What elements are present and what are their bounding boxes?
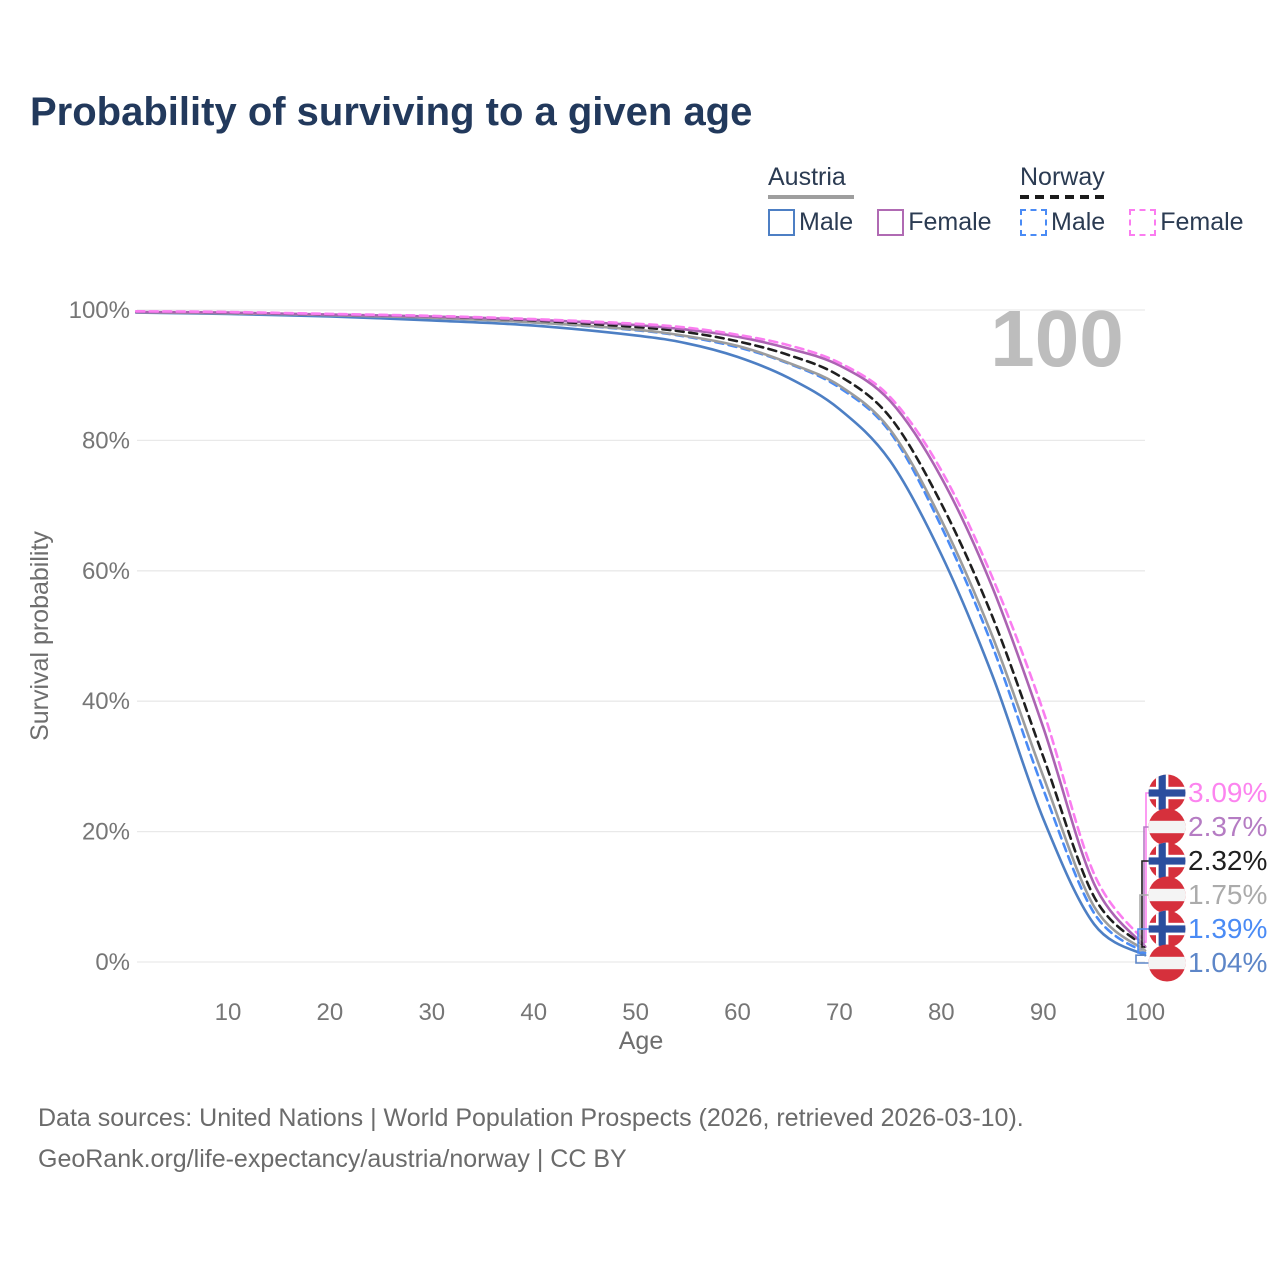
label-connector-norway-female <box>1145 792 1150 943</box>
x-tick-30: 30 <box>418 999 445 1026</box>
line-norway-male[interactable] <box>135 310 1147 955</box>
y-tick-100%: 100% <box>69 297 130 324</box>
legend-label: Male <box>1051 208 1106 236</box>
x-tick-80: 80 <box>928 999 955 1026</box>
line-austria-female[interactable] <box>135 310 1147 948</box>
line-norway-female[interactable] <box>135 310 1147 944</box>
legend-group-austria: Austria Male Female <box>768 163 992 237</box>
legend-item-norway-male[interactable]: Male <box>1020 208 1105 237</box>
norway-female-swatch <box>1129 209 1157 236</box>
y-tick-60%: 60% <box>82 558 130 585</box>
norway-flag-icon <box>1148 774 1186 812</box>
x-tick-60: 60 <box>724 999 751 1026</box>
data-sources-footer: Data sources: United Nations | World Pop… <box>38 1098 1024 1180</box>
line-austria-male[interactable] <box>135 311 1147 957</box>
legend-item-norway-female[interactable]: Female <box>1129 208 1244 237</box>
line-norway-both[interactable] <box>135 310 1147 949</box>
end-value-norway-female[interactable]: 3.09% <box>1188 777 1267 808</box>
legend-country-norway[interactable]: Norway <box>1020 163 1105 191</box>
line-austria-both[interactable] <box>135 311 1147 952</box>
x-tick-40: 40 <box>520 999 547 1026</box>
austria-flag-icon <box>1148 876 1186 914</box>
y-tick-20%: 20% <box>82 819 130 846</box>
label-connector-norway-both <box>1141 860 1150 948</box>
norway-male-swatch <box>1020 209 1047 236</box>
legend-label: Female <box>908 208 992 236</box>
y-tick-0%: 0% <box>95 949 130 976</box>
x-tick-10: 10 <box>215 999 242 1026</box>
page-title: Probability of surviving to a given age <box>30 90 753 134</box>
end-value-austria-female[interactable]: 2.37% <box>1188 811 1267 842</box>
legend-item-austria-female[interactable]: Female <box>877 208 992 237</box>
data-sources-line: Data sources: United Nations | World Pop… <box>38 1104 1024 1132</box>
label-connector-austria-both <box>1139 894 1150 952</box>
end-value-norway-both[interactable]: 2.32% <box>1188 845 1267 876</box>
legend-label: Female <box>1160 208 1244 236</box>
y-tick-80%: 80% <box>82 427 130 454</box>
austria-flag-icon <box>1148 808 1186 846</box>
norway-flag-icon <box>1148 910 1186 948</box>
label-connector-austria-male <box>1135 954 1150 964</box>
legend-austria-both-line-swatch <box>768 195 854 199</box>
end-value-austria-both[interactable]: 1.75% <box>1188 879 1267 910</box>
legend-norway-both-line-swatch <box>1020 195 1106 199</box>
austria-female-swatch <box>877 209 905 236</box>
y-tick-40%: 40% <box>82 688 130 715</box>
end-value-norway-male[interactable]: 1.39% <box>1188 913 1267 944</box>
attribution-line: GeoRank.org/life-expectancy/austria/norw… <box>38 1145 627 1173</box>
legend-group-norway: Norway Male Female <box>1020 163 1244 237</box>
x-tick-100: 100 <box>1125 999 1165 1026</box>
x-axis-title: Age <box>619 1027 663 1055</box>
austria-flag-icon <box>1148 944 1186 982</box>
end-value-austria-male[interactable]: 1.04% <box>1188 947 1267 978</box>
legend-item-austria-male[interactable]: Male <box>768 208 853 237</box>
x-tick-90: 90 <box>1030 999 1057 1026</box>
austria-male-swatch <box>768 209 795 236</box>
legend-label: Male <box>799 208 854 236</box>
hovered-age-watermark: 100 <box>990 294 1123 383</box>
x-tick-70: 70 <box>826 999 853 1026</box>
x-tick-50: 50 <box>622 999 649 1026</box>
x-tick-20: 20 <box>317 999 344 1026</box>
label-connector-norway-male <box>1137 928 1150 954</box>
norway-flag-icon <box>1148 842 1186 880</box>
legend-country-austria[interactable]: Austria <box>768 163 846 191</box>
y-axis-title: Survival probability <box>26 531 54 741</box>
